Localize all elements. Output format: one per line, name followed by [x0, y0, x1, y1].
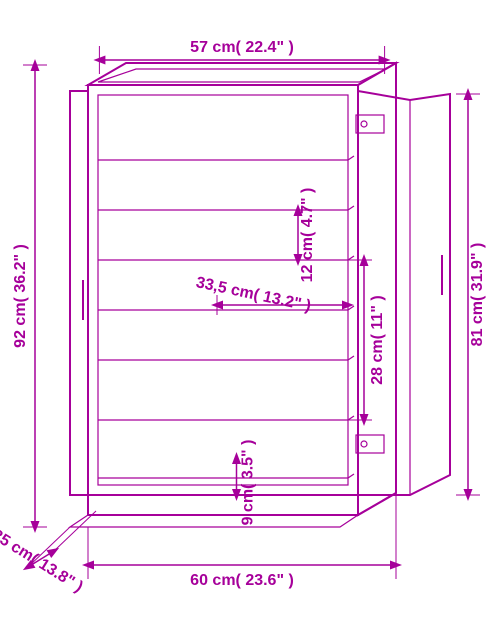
dim-depth-label: 35 cm( 13.8" ): [0, 527, 86, 596]
dim-bottom-width-label: 60 cm( 23.6" ): [190, 572, 294, 589]
hinge-pin: [361, 441, 367, 447]
dim-shelf-span-label: 28 cm( 11" ): [369, 295, 386, 384]
right-door: [358, 91, 450, 495]
hinge: [356, 115, 384, 133]
dim-right-height-label: 81 cm( 31.9" ): [469, 243, 486, 347]
dim-top-width-label: 57 cm( 22.4" ): [190, 39, 294, 56]
left-door: [70, 91, 88, 495]
hinge: [356, 435, 384, 453]
shelf-edge: [348, 206, 354, 210]
shelf-edge: [348, 256, 354, 260]
shelf-edge: [348, 306, 354, 310]
cabinet-base-front: [70, 515, 358, 527]
dim-door-half-label: 33,5 cm( 13.2" ): [194, 274, 312, 315]
hinge-pin: [361, 121, 367, 127]
dim-shelf-gap-label: 12 cm( 4.7" ): [299, 188, 316, 283]
dim-base-gap-label: 9 cm( 3.5" ): [240, 440, 257, 526]
cabinet-top-inset: [98, 69, 386, 82]
dim-depth-ext: [54, 511, 96, 551]
cabinet-front: [88, 85, 358, 515]
shelf-edge: [348, 416, 354, 420]
dim-left-height-label: 92 cm( 36.2" ): [12, 244, 29, 348]
shelf-edge: [348, 474, 354, 478]
shelf-edge: [348, 356, 354, 360]
cabinet-base-side: [358, 493, 396, 515]
shelf-edge: [348, 156, 354, 160]
